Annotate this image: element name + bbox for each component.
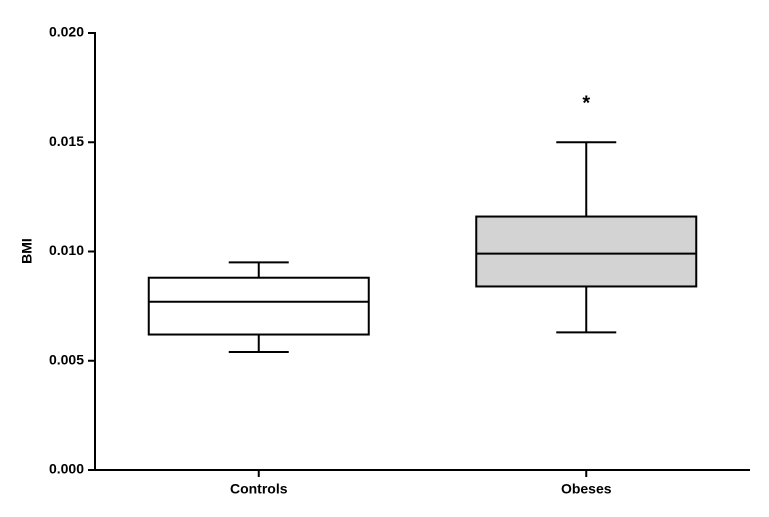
x-tick-label: Controls: [230, 481, 288, 497]
y-tick-label: 0.020: [49, 24, 84, 40]
y-tick-label: 0.000: [49, 461, 84, 477]
box: [147, 276, 370, 336]
box: [475, 215, 698, 288]
y-tick-label: 0.005: [49, 351, 84, 367]
y-tick-label: 0.015: [49, 133, 84, 149]
x-tick-label: Obeses: [561, 481, 612, 497]
annotation: *: [582, 93, 590, 115]
y-tick-label: 0.010: [49, 242, 84, 258]
y-axis-label: BMI: [19, 238, 35, 264]
